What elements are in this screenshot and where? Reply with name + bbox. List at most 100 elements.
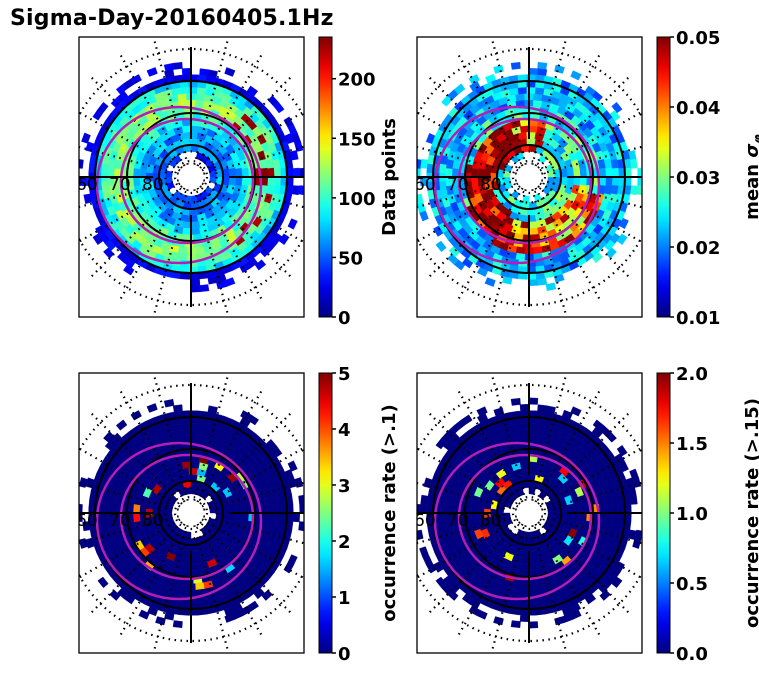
heatmap-cell	[420, 494, 429, 505]
colorbar-tick-label: 1.5	[676, 434, 708, 455]
heatmap-cell	[241, 503, 249, 514]
heatmap-cell	[572, 512, 581, 523]
heatmap-cell	[519, 227, 530, 235]
heatmap-cell	[292, 512, 301, 523]
polar-panel-2: 60 70 80	[416, 36, 643, 318]
heatmap-cell	[146, 67, 158, 77]
heatmap-cell	[241, 512, 249, 523]
heatmap-cell	[510, 61, 521, 70]
colorbar-gradient	[318, 372, 333, 654]
colorbar-tick-label: 1.0	[676, 504, 708, 525]
heatmap-cell	[190, 556, 201, 565]
heatmap-cell	[181, 455, 192, 463]
heatmap-cell	[299, 167, 304, 178]
heatmap-cell	[510, 620, 521, 629]
heatmap-cell	[598, 167, 607, 178]
colorbar-3: 0 1 2 3 4 5 occurrence rate (>.1)	[318, 364, 400, 665]
heatmap-cell	[101, 516, 109, 527]
colorbar-label: occurrence rate (>.15)	[742, 398, 759, 628]
heatmap-cell	[636, 185, 642, 196]
heatmap-cell	[194, 100, 205, 108]
heatmap-cell	[528, 397, 539, 405]
heatmap-cell	[598, 503, 607, 514]
heatmap-cell	[172, 404, 183, 413]
heatmap-cell	[572, 503, 581, 514]
heatmap-cell	[484, 277, 496, 287]
auroral-oval-boundary	[119, 117, 255, 245]
colorbar-tick-label: 0	[338, 308, 351, 329]
heatmap-cell	[181, 119, 192, 127]
heatmap-cell	[420, 158, 429, 169]
heatmap-cell	[146, 403, 158, 413]
heatmap-cell	[181, 556, 192, 565]
heatmap-cell	[519, 461, 530, 470]
heatmap-cell	[572, 176, 581, 187]
heatmap-cell	[101, 180, 109, 191]
heatmap-cell	[471, 167, 479, 178]
heatmap-cell	[519, 563, 530, 571]
dotted-lat-circle	[502, 486, 556, 540]
heatmap-cell	[545, 282, 557, 292]
heatmap-cell	[190, 285, 201, 293]
heatmap-cell	[267, 512, 275, 523]
lat-label-60: 60	[414, 511, 436, 531]
heatmap-cell	[179, 423, 190, 431]
heatmap-cell	[81, 132, 91, 144]
heatmap-cell	[101, 499, 109, 510]
heatmap-cell	[579, 512, 587, 523]
heatmap-cell	[417, 193, 424, 205]
heatmap-cell	[224, 67, 236, 77]
heatmap-cell	[194, 436, 205, 444]
colorbar-tick-label: 4	[338, 420, 351, 441]
heatmap-cell	[177, 252, 188, 261]
colorbar-label: occurrence rate (>.1)	[379, 404, 400, 621]
heatmap-cell	[515, 588, 526, 597]
heatmap-cell	[519, 125, 530, 134]
colorbar-label: Data points	[379, 118, 400, 236]
heatmap-cell	[115, 419, 128, 431]
heatmap-cell	[234, 167, 243, 178]
heatmap-cell	[532, 246, 543, 254]
heatmap-cell	[291, 185, 300, 196]
heatmap-cell	[611, 512, 619, 523]
colorbar-tick-label: 0.01	[676, 308, 720, 329]
heatmap-cell	[181, 563, 192, 571]
heatmap-cell	[190, 563, 201, 571]
lat-circle-80	[158, 480, 224, 546]
colorbar-tick-label: 0.04	[676, 98, 720, 119]
colorbar-tick-label: 50	[338, 248, 363, 269]
heatmap-cell	[130, 74, 142, 85]
dotted-lat-circle	[511, 159, 547, 195]
heatmap-cell	[570, 406, 582, 417]
heatmap-cell	[181, 220, 192, 229]
heatmap-cell	[417, 159, 422, 169]
heatmap-cell	[419, 546, 429, 558]
heatmap-cell	[528, 220, 539, 229]
heatmap-cell	[532, 582, 543, 590]
heatmap-cell	[605, 503, 613, 514]
heatmap-cell	[299, 503, 304, 514]
heatmap-cell	[453, 83, 466, 95]
lat-label-80: 80	[142, 175, 164, 195]
heatmap-cell	[283, 562, 294, 574]
heatmap-cell	[177, 582, 188, 590]
heatmap-cell	[287, 218, 298, 230]
lat-label-80: 80	[480, 511, 502, 531]
heatmap-cell	[519, 556, 530, 565]
heatmap-cell	[273, 101, 285, 114]
heatmap-cell	[179, 468, 190, 477]
auroral-oval-boundary	[95, 105, 263, 265]
heatmap-cell	[572, 167, 581, 178]
heatmap-cell	[579, 176, 587, 187]
colorbar-tick-label: 0.05	[676, 28, 720, 49]
heatmap-cell	[177, 246, 188, 254]
heatmap-cell	[79, 504, 83, 514]
auroral-oval-boundary	[457, 453, 593, 581]
heatmap-cell	[515, 582, 526, 590]
auroral-oval-boundary	[433, 441, 601, 601]
heatmap-cell	[579, 167, 587, 178]
colorbar-tick-label: 0.02	[676, 238, 720, 259]
lat-label-70: 70	[447, 511, 469, 531]
heatmap-cell	[528, 621, 539, 629]
